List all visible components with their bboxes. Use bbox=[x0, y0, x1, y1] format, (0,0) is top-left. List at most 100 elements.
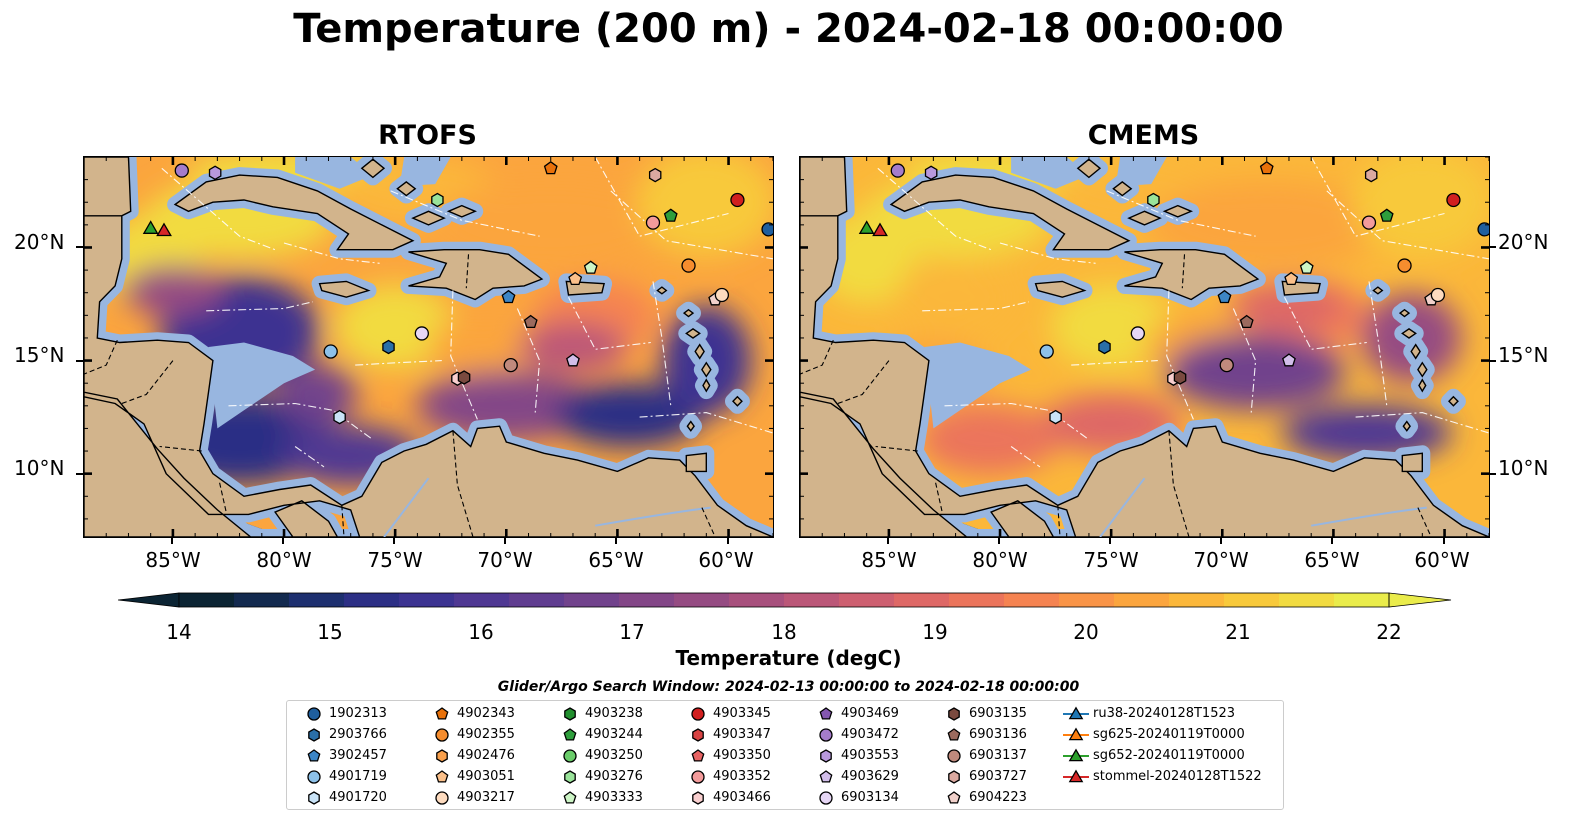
legend-marker[interactable] bbox=[563, 728, 577, 741]
legend-marker-icon bbox=[948, 770, 960, 784]
float-marker[interactable] bbox=[1364, 167, 1378, 183]
float-marker[interactable] bbox=[648, 167, 662, 183]
float-marker[interactable] bbox=[568, 271, 583, 286]
legend-marker[interactable] bbox=[819, 728, 833, 742]
legend-marker[interactable] bbox=[564, 770, 576, 784]
float-marker[interactable] bbox=[924, 165, 938, 181]
float-marker[interactable] bbox=[208, 165, 222, 181]
float-marker[interactable] bbox=[566, 353, 580, 367]
legend-marker[interactable] bbox=[819, 791, 833, 805]
legend-marker[interactable] bbox=[308, 791, 320, 805]
float-marker[interactable] bbox=[1397, 258, 1412, 273]
x-tick-label: 80°W bbox=[972, 548, 1028, 572]
float-marker[interactable] bbox=[1173, 370, 1187, 385]
map-panel-rtofs[interactable] bbox=[83, 156, 774, 538]
legend-marker-icon bbox=[820, 749, 832, 763]
float-marker[interactable] bbox=[1147, 192, 1160, 208]
float-marker[interactable] bbox=[457, 370, 471, 385]
legend-marker[interactable] bbox=[307, 770, 321, 784]
legend-marker[interactable] bbox=[947, 791, 961, 804]
float-marker[interactable] bbox=[1299, 260, 1314, 274]
legend-marker[interactable] bbox=[820, 749, 832, 763]
legend-marker[interactable] bbox=[948, 770, 960, 784]
float-marker[interactable] bbox=[1259, 160, 1274, 175]
legend-label: 4903051 bbox=[457, 769, 515, 784]
legend-marker[interactable] bbox=[947, 728, 961, 741]
float-marker[interactable] bbox=[714, 287, 730, 303]
legend-marker[interactable] bbox=[819, 707, 833, 720]
float-marker[interactable] bbox=[543, 160, 558, 175]
legend-marker[interactable] bbox=[947, 749, 961, 763]
float-marker[interactable] bbox=[1361, 215, 1377, 230]
float-marker[interactable] bbox=[1282, 353, 1296, 367]
float-marker[interactable] bbox=[382, 339, 395, 355]
map-canvas-rtofs bbox=[84, 157, 773, 537]
x-tick-label: 65°W bbox=[1304, 548, 1360, 572]
legend-marker[interactable] bbox=[1068, 706, 1084, 720]
colorbar-segment bbox=[1334, 593, 1390, 607]
float-marker[interactable] bbox=[1130, 326, 1145, 341]
float-marker[interactable] bbox=[156, 222, 172, 237]
float-marker[interactable] bbox=[503, 357, 518, 373]
legend-marker[interactable] bbox=[435, 770, 449, 783]
legend-marker[interactable] bbox=[307, 749, 321, 762]
float-marker[interactable] bbox=[142, 220, 159, 234]
map-canvas-cmems bbox=[800, 157, 1489, 537]
y-tick-label: 20°N bbox=[14, 230, 65, 254]
legend-marker[interactable] bbox=[436, 749, 448, 763]
legend-label: 3902457 bbox=[329, 748, 387, 763]
float-marker[interactable] bbox=[1477, 222, 1489, 237]
legend-marker[interactable] bbox=[435, 728, 449, 742]
float-marker[interactable] bbox=[730, 192, 745, 208]
float-marker[interactable] bbox=[1239, 314, 1254, 329]
legend-marker[interactable] bbox=[691, 749, 705, 762]
float-marker[interactable] bbox=[1430, 287, 1446, 303]
float-marker[interactable] bbox=[323, 344, 338, 359]
legend-marker[interactable] bbox=[692, 791, 704, 805]
float-marker[interactable] bbox=[1284, 271, 1299, 286]
legend-marker[interactable] bbox=[563, 749, 577, 763]
float-marker[interactable] bbox=[858, 220, 875, 234]
legend-marker-icon bbox=[564, 770, 576, 784]
float-marker[interactable] bbox=[681, 258, 696, 273]
legend-marker[interactable] bbox=[564, 707, 576, 721]
x-tick-label: 75°W bbox=[367, 548, 423, 572]
y-tick-label: 20°N bbox=[1498, 230, 1549, 254]
float-marker[interactable] bbox=[761, 222, 773, 237]
colorbar-extend-high bbox=[1388, 592, 1452, 608]
float-marker[interactable] bbox=[583, 260, 598, 274]
float-marker[interactable] bbox=[1098, 339, 1111, 355]
legend-marker[interactable] bbox=[1068, 769, 1084, 783]
float-marker[interactable] bbox=[1379, 208, 1394, 222]
legend-marker[interactable] bbox=[563, 791, 577, 804]
float-marker[interactable] bbox=[890, 163, 905, 178]
x-tick-mark bbox=[726, 537, 729, 544]
map-panel-cmems[interactable] bbox=[799, 156, 1490, 538]
float-marker[interactable] bbox=[1446, 192, 1461, 208]
float-marker[interactable] bbox=[333, 409, 346, 425]
legend-marker[interactable] bbox=[692, 728, 704, 742]
float-marker[interactable] bbox=[872, 222, 888, 237]
legend-marker[interactable] bbox=[691, 770, 705, 784]
legend-marker[interactable] bbox=[307, 707, 321, 721]
float-marker[interactable] bbox=[414, 326, 429, 341]
float-marker[interactable] bbox=[174, 163, 189, 178]
legend-marker[interactable] bbox=[1068, 727, 1084, 741]
legend-marker[interactable] bbox=[1068, 748, 1084, 762]
legend-marker[interactable] bbox=[435, 707, 449, 720]
legend-marker[interactable] bbox=[948, 707, 960, 721]
float-marker[interactable] bbox=[431, 192, 444, 208]
float-marker[interactable] bbox=[1039, 344, 1054, 359]
float-marker[interactable] bbox=[1049, 409, 1062, 425]
float-marker[interactable] bbox=[663, 208, 678, 222]
float-marker[interactable] bbox=[1219, 357, 1234, 373]
legend-marker[interactable] bbox=[435, 791, 449, 805]
float-marker[interactable] bbox=[645, 215, 661, 230]
legend-marker[interactable] bbox=[691, 707, 705, 721]
legend-marker[interactable] bbox=[308, 728, 320, 742]
float-marker[interactable] bbox=[523, 314, 538, 329]
float-marker[interactable] bbox=[501, 289, 516, 304]
colorbar-strip bbox=[117, 592, 1452, 608]
legend-marker[interactable] bbox=[819, 770, 833, 783]
float-marker[interactable] bbox=[1217, 289, 1232, 304]
